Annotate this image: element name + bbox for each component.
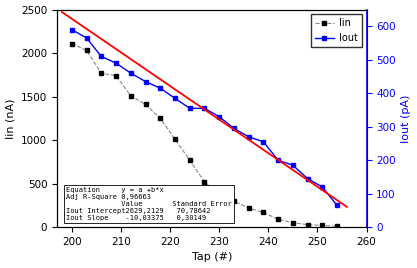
Legend: Iin, Iout: Iin, Iout (311, 14, 362, 47)
Y-axis label: Iin (nA): Iin (nA) (5, 98, 15, 139)
Text: Equation     y = a +b*x    
Adj R-Square 0,96663       
             Value      : Equation y = a +b*x Adj R-Square 0,96663… (66, 187, 232, 221)
X-axis label: Tap (#): Tap (#) (192, 252, 232, 262)
Y-axis label: Iout (pA): Iout (pA) (402, 94, 412, 143)
